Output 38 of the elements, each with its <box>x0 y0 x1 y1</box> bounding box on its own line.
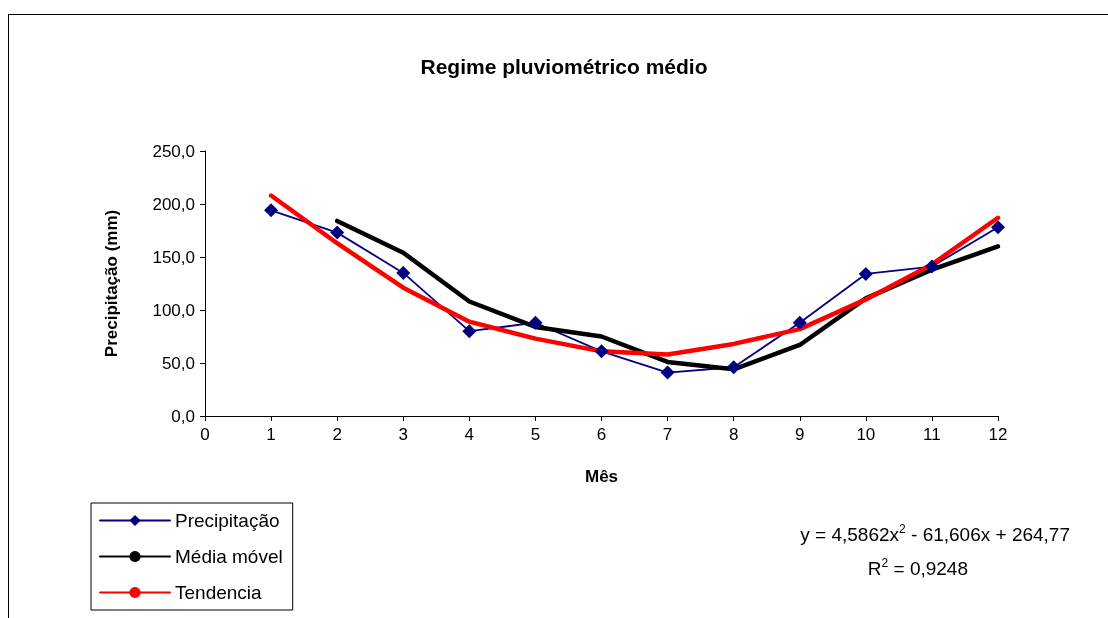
y-axis-title: Precipitação (mm) <box>102 209 121 358</box>
x-tick-label: 1 <box>266 425 276 444</box>
x-tick-label: 10 <box>856 425 876 444</box>
point <box>594 344 609 359</box>
x-tick-label: 5 <box>530 425 541 444</box>
y-tick-label: 150,0 <box>152 247 195 267</box>
x-tick-label: 6 <box>596 425 607 444</box>
x-tick-label: 11 <box>923 425 941 444</box>
x-tick-label: 9 <box>795 425 805 444</box>
point <box>792 315 807 330</box>
x-tick-label: 12 <box>988 425 1008 444</box>
x-tick-label: 3 <box>398 425 408 444</box>
x-tick-label: 4 <box>464 425 475 444</box>
y-tick-label: 0,0 <box>171 406 195 426</box>
legend-label: Média móvel <box>175 546 283 567</box>
y-tick-label: 200,0 <box>152 194 195 214</box>
legend-label: Precipitação <box>175 510 280 531</box>
point <box>330 225 345 240</box>
point <box>726 360 741 375</box>
point <box>858 266 873 281</box>
y-tick-label: 50,0 <box>161 353 195 373</box>
point <box>528 315 543 330</box>
line-series <box>268 193 1001 357</box>
point <box>924 259 939 274</box>
point <box>264 203 279 218</box>
x-tick-label: 8 <box>728 425 739 444</box>
legend-label: Tendencia <box>175 582 263 603</box>
x-tick-label: 7 <box>662 425 673 444</box>
y-tick-label: 250,0 <box>152 141 195 161</box>
x-tick-label: 2 <box>332 425 342 444</box>
x-tick-label: 0 <box>200 425 210 444</box>
x-axis-title: Mês <box>584 467 619 486</box>
point <box>660 365 675 380</box>
chart-title: Regime pluviométrico médio <box>420 55 708 78</box>
point <box>396 265 411 280</box>
point <box>991 220 1005 235</box>
y-tick-label: 100,0 <box>152 300 195 320</box>
point <box>462 324 477 339</box>
